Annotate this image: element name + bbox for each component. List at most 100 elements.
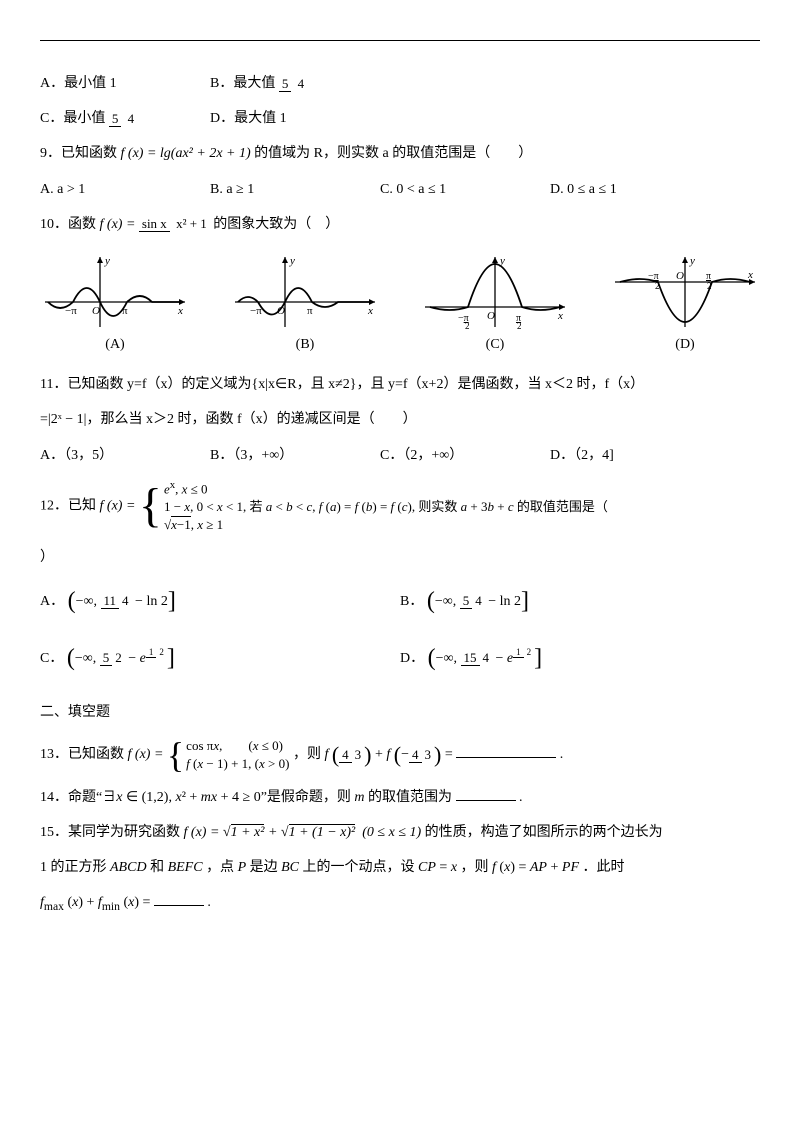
q10-label-a: (A) [40, 332, 190, 357]
svg-text:−π: −π [65, 305, 77, 317]
svg-text:O: O [92, 305, 100, 317]
q8-opt-c-frac: 5 4 [109, 112, 137, 126]
q13-eq: = [445, 747, 456, 762]
q10-label-b: (B) [230, 332, 380, 357]
q15-line1: 15．某同学为研究函数 f (x) = √1 + x² + √1 + (1 − … [40, 820, 760, 845]
q8-options-2: C．最小值 5 4 D．最大值 1 [40, 106, 760, 131]
svg-text:O: O [277, 305, 285, 317]
q8-opt-c-prefix: C．最小值 [40, 111, 105, 126]
brace-icon: { [167, 737, 184, 773]
q8-options: A．最小值 1 B．最大值 5 4 [40, 71, 760, 96]
q10-stem-b: 的图象大致为（ ） [213, 217, 339, 232]
q10-stem-a: 10．函数 [40, 217, 100, 232]
q13-stem-a: 13．已知函数 [40, 747, 128, 762]
svg-text:O: O [487, 310, 495, 322]
q13-case1: cos πx, (x ≤ 0) [186, 737, 289, 755]
q10-graph-b: y x O π −π (B) [230, 252, 380, 357]
q9-stem-a: 9．已知函数 [40, 146, 121, 161]
q11-opt-a: A．（3，5） [40, 443, 170, 468]
svg-text:x: x [367, 305, 373, 317]
q11-opt-b: B．（3，+∞） [210, 443, 340, 468]
q9-stem: 9．已知函数 f (x) = lg(ax² + 2x + 1) 的值域为 R，则… [40, 141, 760, 166]
q8-opt-c: C．最小值 5 4 [40, 106, 170, 131]
q12-case1: ex, x ≤ 0 [164, 478, 608, 499]
q11-options: A．（3，5） B．（3，+∞） C．（2，+∞） D．（2，4] [40, 443, 760, 468]
svg-text:y: y [104, 255, 110, 267]
page-top-rule [40, 40, 760, 41]
q14-text: 14．命题“∃x ∈ (1,2), x² + mx + 4 ≥ 0”是假命题，则… [40, 790, 452, 805]
q13-mid: ，则 [293, 747, 325, 762]
svg-text:y: y [289, 255, 295, 267]
q13-stem: 13．已知函数 f (x) = { cos πx, (x ≤ 0) f (x −… [40, 735, 760, 775]
q13-fx: f (x) = [128, 747, 167, 762]
q11-line2: =|2ˣ − 1|，那么当 x＞2 时，函数 f（x）的递减区间是（ ） [40, 407, 760, 432]
svg-text:x: x [177, 305, 183, 317]
svg-text:O: O [676, 270, 684, 282]
svg-text:2: 2 [517, 321, 522, 331]
q15-line3: fmax (x) + fmin (x) = . [40, 890, 760, 917]
q10-fx: f (x) = [100, 217, 139, 232]
q12-piecewise: { ex, x ≤ 0 1 − x, 0 < x < 1, 若 a < b < … [139, 478, 608, 535]
q15-line1b: 的性质，构造了如图所示的两个边长为 [425, 825, 663, 840]
q15-blank [154, 905, 204, 906]
q9-options: A. a > 1 B. a ≥ 1 C. 0 < a ≤ 1 D. 0 ≤ a … [40, 177, 760, 202]
q15-formula: f (x) = √1 + x² + √1 + (1 − x)² (0 ≤ x ≤… [184, 824, 422, 840]
q13-blank [456, 757, 556, 758]
q13-piecewise: { cos πx, (x ≤ 0) f (x − 1) + 1, (x > 0) [167, 737, 290, 773]
q14-blank [456, 800, 516, 801]
svg-text:π: π [122, 305, 128, 317]
q10-stem: 10．函数 f (x) = sin x x² + 1 的图象大致为（ ） [40, 212, 760, 237]
svg-text:y: y [499, 255, 505, 267]
q12-case3: √x−1, x ≥ 1 [164, 516, 608, 534]
svg-text:2: 2 [465, 321, 470, 331]
q8-opt-b-frac: 5 4 [279, 77, 307, 91]
svg-text:2: 2 [707, 281, 712, 291]
q8-opt-b: B．最大值 5 4 [210, 71, 340, 96]
q12-opt-c: C． (−∞, 52 − e12] [40, 637, 400, 680]
q9-opt-b: B. a ≥ 1 [210, 177, 340, 202]
q11-opt-d: D．（2，4] [550, 443, 680, 468]
q12-opt-a: A． (−∞, 114 − ln 2] [40, 580, 400, 623]
q12-stem: 12．已知 f (x) = { ex, x ≤ 0 1 − x, 0 < x <… [40, 478, 760, 535]
q8-opt-a: A．最小值 1 [40, 71, 170, 96]
q12-opt-b: B． (−∞, 54 − ln 2] [400, 580, 760, 623]
q15-period: . [207, 895, 211, 910]
q10-label-c: (C) [420, 332, 570, 357]
q11-opt-c: C．（2，+∞） [380, 443, 510, 468]
section-2-title: 二、填空题 [40, 700, 760, 725]
svg-text:y: y [689, 255, 695, 267]
q10-frac: sin x x² + 1 [139, 217, 210, 231]
q12-options: A． (−∞, 114 − ln 2] B． (−∞, 54 − ln 2] C… [40, 580, 760, 680]
svg-text:−π: −π [250, 305, 262, 317]
q12-case2: 1 − x, 0 < x < 1, 若 a < b < c, f (a) = f… [164, 498, 608, 516]
q12-close: ） [40, 545, 760, 570]
svg-text:2: 2 [655, 281, 660, 291]
q10-graph-c: y x O π 2 −π 2 (C) [420, 252, 570, 357]
q14-stem: 14．命题“∃x ∈ (1,2), x² + mx + 4 ≥ 0”是假命题，则… [40, 785, 760, 810]
q13-period: . [560, 747, 564, 762]
q9-stem-b: 的值域为 R，则实数 a 的取值范围是（ ） [254, 146, 532, 161]
q10-label-d: (D) [610, 332, 760, 357]
svg-text:x: x [747, 269, 753, 281]
q15-line1a: 15．某同学为研究函数 [40, 825, 184, 840]
q13-case2: f (x − 1) + 1, (x > 0) [186, 755, 289, 773]
svg-text:x: x [557, 310, 563, 322]
q12-opt-d: D． (−∞, 154 − e12] [400, 637, 760, 680]
q10-graph-a: y x O π −π (A) [40, 252, 190, 357]
q9-formula: f (x) = lg(ax² + 2x + 1) [121, 146, 251, 161]
q9-opt-d: D. 0 ≤ a ≤ 1 [550, 177, 680, 202]
q15-line2: 1 的正方形 ABCD 和 BEFC ，点 P 是边 BC 上的一个动点，设 C… [40, 855, 760, 880]
q13-plus: + [375, 747, 386, 762]
q12-stem-a: 12．已知 [40, 498, 100, 513]
q11-line1: 11．已知函数 y=f（x）的定义域为{x|x∈R，且 x≠2}，且 y=f（x… [40, 372, 760, 397]
q14-period: . [519, 790, 523, 805]
svg-text:π: π [307, 305, 313, 317]
q8-opt-d: D．最大值 1 [210, 106, 340, 131]
q12-fx: f (x) = [100, 498, 139, 513]
q9-opt-c: C. 0 < a ≤ 1 [380, 177, 510, 202]
q10-graph-d: y x O π 2 −π 2 (D) [610, 252, 760, 357]
q8-opt-b-prefix: B．最大值 [210, 76, 275, 91]
q10-graphs: y x O π −π (A) y x O π −π (B) [40, 252, 760, 357]
q9-opt-a: A. a > 1 [40, 177, 170, 202]
brace-icon: { [139, 482, 162, 530]
